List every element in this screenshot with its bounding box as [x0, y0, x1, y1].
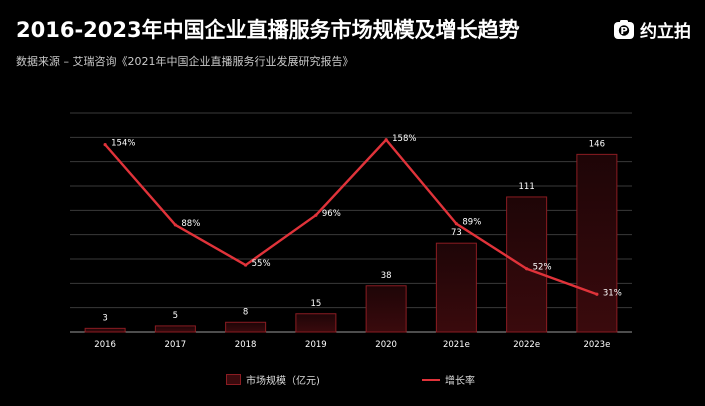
growth-rate-label: 158%: [392, 134, 416, 144]
brand-logo: P 约立拍: [613, 17, 691, 42]
legend-line-swatch: [422, 378, 440, 381]
growth-rate-label: 31%: [603, 288, 622, 298]
growth-rate-point: [244, 263, 248, 267]
x-tick-label: 2017: [165, 340, 187, 350]
x-tick-label: 2022e: [513, 340, 540, 350]
growth-rate-label: 96%: [322, 209, 341, 219]
bar-value-label: 8: [243, 307, 248, 317]
bar-value-label: 146: [589, 139, 605, 149]
growth-rate-point: [595, 292, 599, 296]
chart-plot: 3 2016 5 2017 8 2018 15 2019 38 2020 73 2021e 111 202…: [70, 112, 632, 350]
bar-2016: [84, 327, 126, 333]
legend-item-growth-rate: 增长率: [422, 372, 475, 387]
bar-2022e: [506, 196, 548, 333]
camera-p-icon: P: [614, 19, 634, 39]
x-tick-label: 2018: [235, 340, 257, 350]
bar-2021e: [435, 242, 477, 333]
growth-rate-label: 154%: [111, 139, 135, 149]
growth-rate-point: [103, 143, 107, 147]
brand-name: 约立拍: [640, 22, 691, 42]
bar-value-label: 3: [102, 313, 107, 323]
chart-title: 2016-2023年中国企业直播服务市场规模及增长趋势: [16, 18, 520, 42]
growth-rate-label: 89%: [462, 218, 481, 228]
bar-value-label: 111: [519, 182, 535, 192]
growth-rate-label: 52%: [533, 263, 552, 273]
growth-rate-point: [384, 138, 388, 142]
growth-rate-point: [173, 223, 177, 227]
growth-rate-label: 88%: [181, 219, 200, 229]
bar-value-label: 73: [451, 228, 462, 238]
bar-2023e: [576, 153, 618, 333]
legend-bar-swatch: [226, 374, 241, 385]
x-tick-label: 2019: [305, 340, 327, 350]
growth-rate-point: [525, 267, 529, 271]
bar-value-label: 5: [173, 311, 178, 321]
x-tick-label: 2021e: [443, 340, 470, 350]
x-tick-label: 2020: [375, 340, 397, 350]
legend-line-label: 增长率: [445, 376, 475, 387]
bar-2018: [225, 321, 267, 333]
chart-legend: 市场规模（亿元) 增长率: [0, 372, 705, 388]
growth-rate-point: [454, 222, 458, 226]
bar-value-label: 38: [381, 271, 392, 281]
bar-value-label: 15: [310, 299, 321, 309]
bar-2020: [365, 285, 407, 333]
x-tick-label: 2016: [94, 340, 116, 350]
legend-item-market-size: 市场规模（亿元): [226, 372, 320, 387]
growth-rate-label: 55%: [252, 259, 271, 269]
growth-rate-line: [104, 138, 598, 296]
bar-2019: [295, 313, 337, 333]
legend-bar-label: 市场规模（亿元): [246, 376, 320, 387]
svg-text:P: P: [620, 26, 627, 37]
growth-rate-point: [314, 213, 318, 217]
data-source-note: 数据来源 – 艾瑞咨询《2021年中国企业直播服务行业发展研究报告》: [16, 55, 354, 68]
x-tick-label: 2023e: [583, 340, 610, 350]
bar-2017: [154, 325, 196, 333]
